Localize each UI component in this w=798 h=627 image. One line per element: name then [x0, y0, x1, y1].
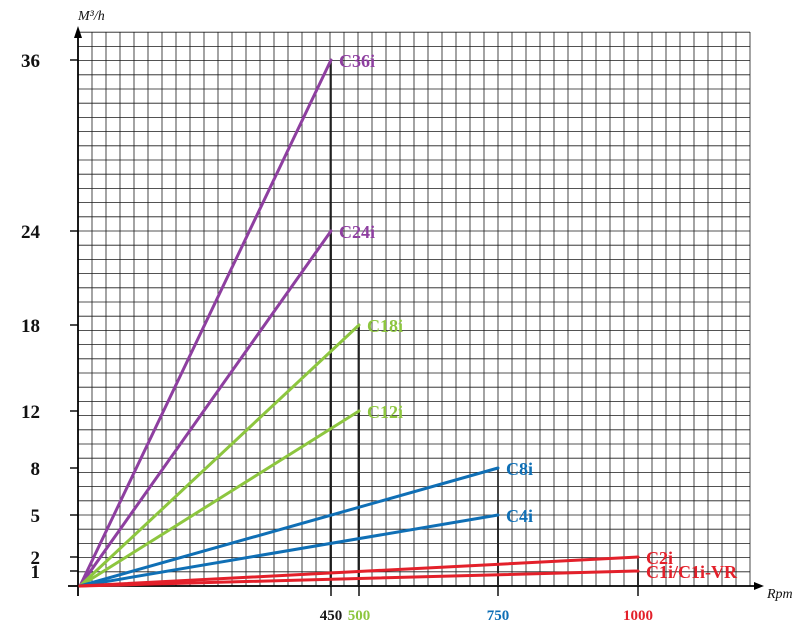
- x-axis-title: Rpm: [766, 587, 793, 602]
- series-label: C1i/C1i-VR: [646, 562, 738, 582]
- series-label: C4i: [506, 506, 533, 526]
- y-tick-label: 2: [31, 548, 41, 569]
- y-tick-label: 1: [31, 562, 41, 583]
- series-label: C36i: [339, 51, 375, 71]
- x-tick-label: 750: [487, 608, 510, 624]
- series-label: C24i: [339, 222, 375, 242]
- series-line: [78, 513, 500, 588]
- series-line: [78, 466, 500, 588]
- series-line: [78, 555, 640, 588]
- y-tick-label: 18: [21, 316, 40, 337]
- x-axis-arrow-icon: [754, 582, 764, 590]
- y-tick-label: 24: [21, 222, 41, 243]
- series-label: C18i: [367, 316, 403, 336]
- axes: [68, 26, 764, 596]
- y-axis-arrow-icon: [74, 26, 82, 38]
- series-line: [78, 58, 333, 588]
- y-tick-label: 36: [21, 51, 40, 72]
- y-tick-label: 8: [31, 459, 41, 480]
- series-label: C8i: [506, 459, 533, 479]
- series-line: [78, 323, 361, 588]
- y-tick-label: 5: [31, 506, 41, 527]
- x-tick-label: 450: [320, 608, 343, 624]
- grid: [77, 31, 751, 587]
- series-label: C2i: [646, 548, 673, 568]
- series-line: [78, 409, 361, 588]
- series-label: C12i: [367, 402, 403, 422]
- x-tick-label: 1000: [623, 608, 653, 624]
- series-line: [78, 569, 640, 588]
- y-axis-title: M³/h: [77, 9, 105, 24]
- y-tick-label: 12: [21, 402, 40, 423]
- series-line: [78, 229, 333, 588]
- x-tick-label: 500: [348, 608, 371, 624]
- ticks: 12 5 8 12 18 24 36 450 500 750 1000: [21, 51, 653, 624]
